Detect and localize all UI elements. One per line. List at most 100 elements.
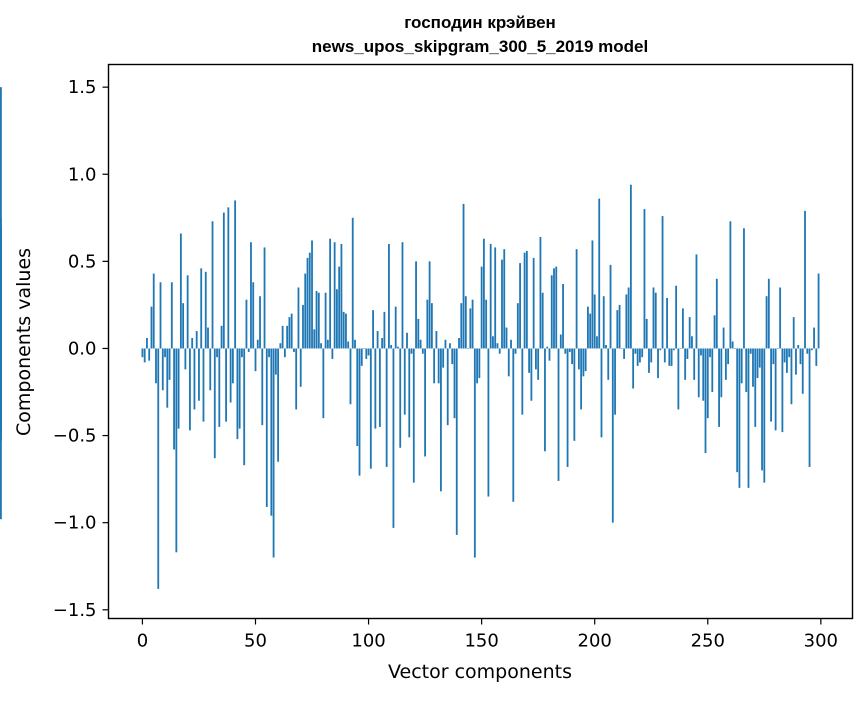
bar-174 [535,348,537,370]
bar-12 [168,348,171,380]
bar-268 [747,348,750,488]
x-tick-label: 150 [464,631,498,652]
bar-0 [141,348,144,358]
bar-23 [193,348,196,410]
bar-282 [779,287,782,349]
bar-296 [810,348,813,351]
bar-139 [455,348,458,535]
bar-25 [198,348,200,401]
bar-13 [170,282,173,349]
bar-230 [661,216,664,349]
bar-212 [620,348,623,349]
bar-51 [256,339,259,349]
bar-103 [374,348,377,429]
bar-244 [693,348,696,380]
bar-187 [564,348,567,354]
bar-86 [336,289,338,349]
bar-204 [602,296,605,349]
bar-158 [498,348,501,354]
bar-130 [435,331,438,349]
bar-273 [758,348,761,368]
bar-49 [252,282,255,349]
bar-267 [745,348,748,393]
bar-46 [245,299,248,349]
bar-254 [715,278,718,349]
bar-253 [713,315,716,349]
bar-297 [813,327,815,349]
bar-189 [568,348,571,352]
bar-295 [808,348,811,467]
bar-256 [720,348,723,398]
bar-190 [571,348,573,365]
bar-234 [670,348,673,366]
bar-83 [329,238,332,349]
bar-284 [783,348,786,363]
bar-127 [428,261,431,349]
bar-232 [666,297,668,349]
bar-220 [639,348,641,363]
bar-162 [507,348,510,377]
bar-95 [356,348,359,447]
bar-286 [788,348,791,358]
x-axis-ticks: 0 50 100 150 200 250 300 [137,618,838,652]
bar-291 [799,348,802,365]
bar-226 [652,287,655,349]
bar-236 [675,285,678,349]
bar-140 [458,338,460,349]
bar-84 [331,348,334,359]
bar-261 [731,341,734,349]
bar-8 [159,282,162,349]
bar-167 [519,263,521,349]
bar-183 [555,266,558,349]
bar-121 [415,261,417,349]
x-tick-label: 100 [351,631,385,652]
bar-164 [512,348,515,502]
bar-21 [189,348,191,431]
bar-210 [616,310,619,349]
bar-201 [596,336,598,349]
bar-179 [546,346,549,349]
bar-194 [580,348,583,410]
bar-32 [213,348,216,459]
bar-2 [146,338,148,349]
bar-250 [706,348,709,419]
bar-52 [259,296,261,349]
bar-142 [462,203,465,349]
plot-frame [107,63,854,620]
bar-191 [573,348,576,441]
bar-217 [632,348,635,389]
bar-171 [528,348,531,373]
bar-265 [740,348,743,384]
bar-154 [489,243,492,349]
bar-207 [609,264,612,349]
bar-115 [401,242,404,349]
bar-66 [290,313,293,349]
bar-81 [324,292,327,349]
bar-197 [587,306,589,349]
bar-132 [440,348,442,492]
bar-335 [0,348,2,441]
bar-28 [204,271,207,349]
bar-235 [672,348,675,351]
bar-241 [686,348,689,359]
bar-1 [143,348,146,363]
bar-129 [433,348,436,384]
bar-223 [645,318,648,349]
bar-182 [553,268,555,349]
bar-172 [530,348,533,401]
bar-47 [247,348,250,352]
bar-219 [636,348,639,366]
y-tick-label: 0.0 [68,338,97,359]
bar-299 [817,273,820,349]
bar-19 [184,348,187,370]
bar-263 [736,348,739,473]
bar-276 [765,296,768,349]
bar-117 [406,332,408,349]
bar-116 [403,348,406,415]
bar-109 [388,243,390,349]
bar-216 [629,184,632,349]
bar-11 [166,348,169,408]
bar-255 [718,348,720,427]
bar-59 [274,348,277,375]
